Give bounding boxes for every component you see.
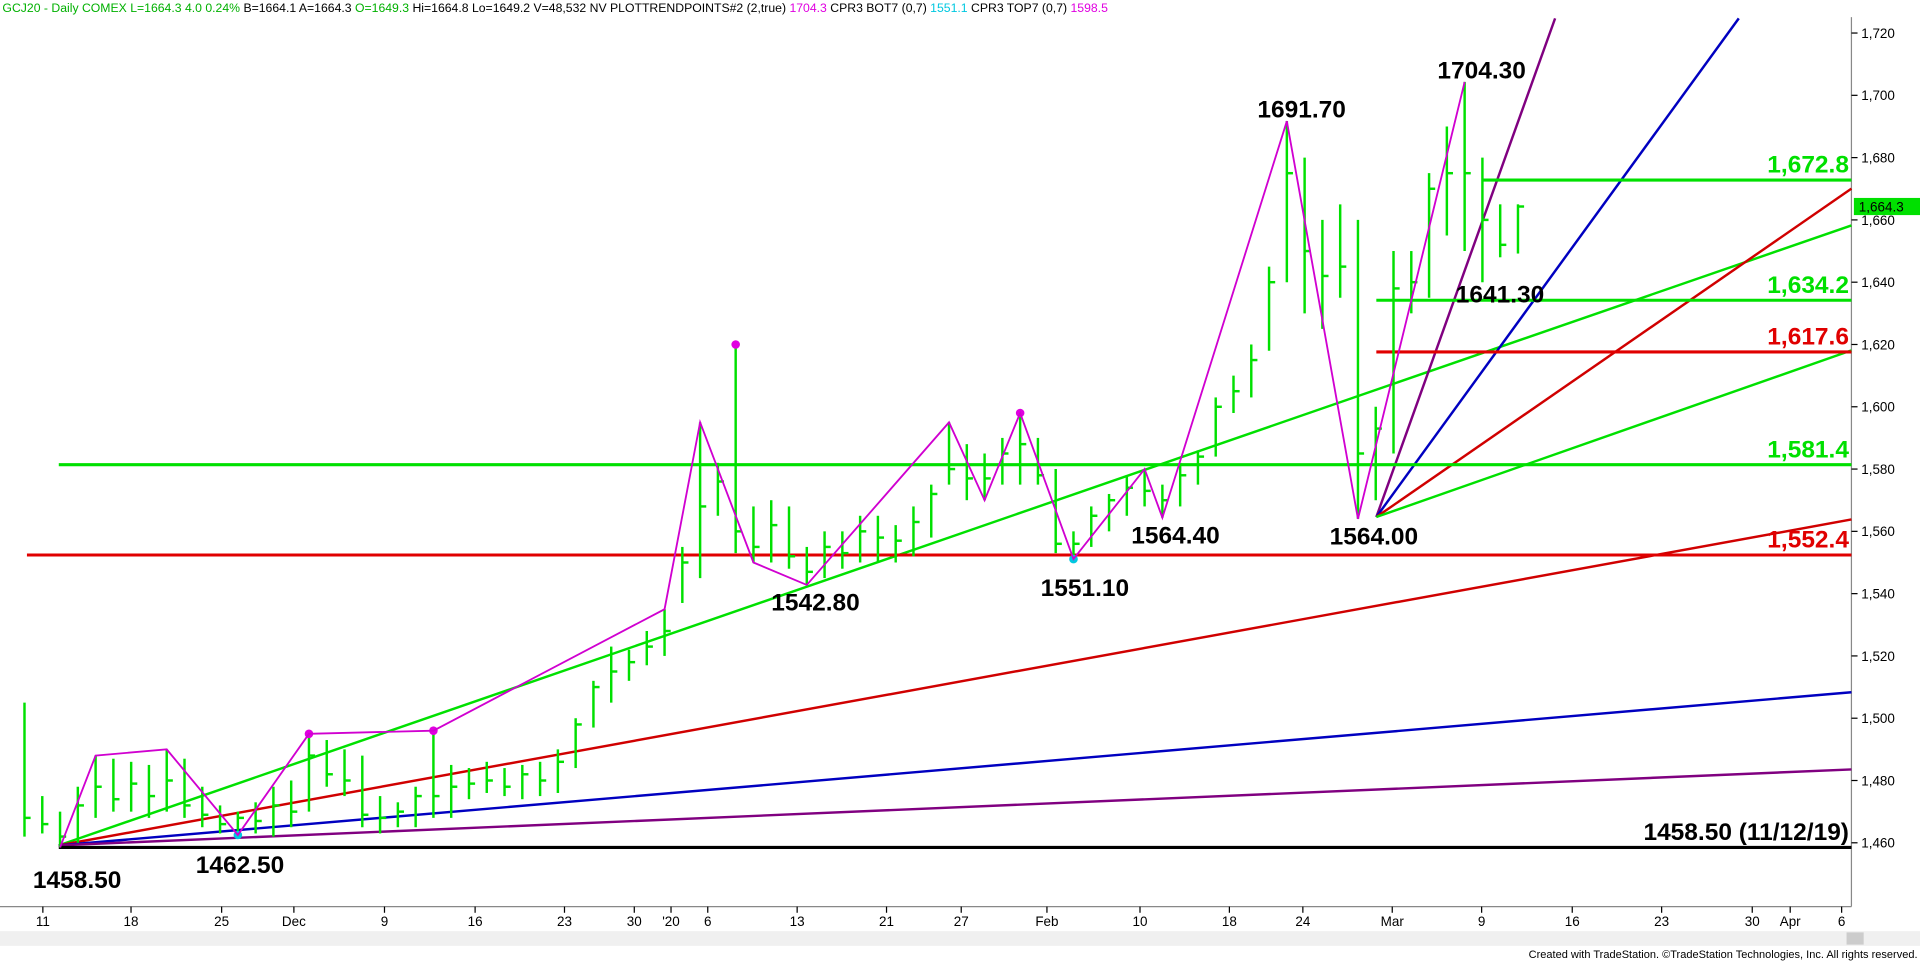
x-tick-label: Feb <box>1035 914 1058 929</box>
x-tick-label: 18 <box>124 914 139 929</box>
level-label: 1,617.6 <box>1767 324 1849 351</box>
x-tick-label: 24 <box>1295 914 1310 929</box>
x-tick-label: 10 <box>1133 914 1148 929</box>
y-tick-label: 1,600 <box>1861 400 1895 415</box>
x-tick-label: 23 <box>557 914 572 929</box>
price-annotation: 1641.30 <box>1456 282 1544 309</box>
scroll-thumb[interactable] <box>1846 932 1864 945</box>
x-tick-label: 16 <box>1565 914 1580 929</box>
x-tick-label: 16 <box>468 914 483 929</box>
x-tick-label: 13 <box>790 914 805 929</box>
y-tick-label: 1,680 <box>1861 151 1895 166</box>
y-tick-label: 1,640 <box>1861 275 1895 290</box>
y-tick-label: 1,540 <box>1861 587 1895 602</box>
y-tick-label: 1,520 <box>1861 649 1895 664</box>
y-tick-label: 1,620 <box>1861 337 1895 352</box>
y-tick-label: 1,580 <box>1861 462 1895 477</box>
y-tick-label: 1,700 <box>1861 88 1895 103</box>
y-tick-label: 1,720 <box>1861 26 1895 41</box>
trend-line <box>1375 17 1740 518</box>
y-tick-label: 1,480 <box>1861 773 1895 788</box>
trend-line <box>58 768 1852 847</box>
swing-line <box>59 81 1466 848</box>
level-label: 1,581.4 <box>1767 436 1849 463</box>
price-annotation: 1458.50 <box>33 867 121 894</box>
footer: Created with TradeStation. ©TradeStation… <box>1529 949 1918 961</box>
price-annotation: 1462.50 <box>196 852 284 879</box>
level-label: 1,634.2 <box>1767 272 1849 299</box>
x-tick-label: 6 <box>1838 914 1845 929</box>
header-field: 1551.1 <box>927 1 968 15</box>
price-annotation: 1564.40 <box>1131 522 1219 549</box>
x-tick-label: 25 <box>214 914 229 929</box>
x-tick-label: '20 <box>662 914 680 929</box>
x-tick-label: 9 <box>381 914 388 929</box>
y-tick-label: 1,660 <box>1861 213 1895 228</box>
header-field: O=1649.3 <box>352 1 410 15</box>
price-annotation: 1542.80 <box>771 590 859 617</box>
header-field: CPR3 BOT7 (0,7) <box>827 1 927 15</box>
trend-line <box>58 518 1852 847</box>
y-tick-label: 1,560 <box>1861 524 1895 539</box>
trend-line <box>58 691 1852 847</box>
price-annotation: 1564.00 <box>1330 524 1418 551</box>
x-tick-label: 21 <box>879 914 894 929</box>
trend-line <box>58 224 1852 847</box>
pivot-dot <box>731 340 740 349</box>
header-field: Hi=1664.8 Lo=1649.2 V=48,532 NV PLOTTREN… <box>409 1 786 15</box>
header-field: 1598.5 <box>1067 1 1108 15</box>
level-label: 1458.50 (11/12/19) <box>1643 819 1849 846</box>
header-field: CPR3 TOP7 (0,7) <box>968 1 1067 15</box>
header-field: B=1664.1 A=1664.3 <box>240 1 352 15</box>
x-tick-label: 30 <box>1745 914 1760 929</box>
y-tick-label: 1,500 <box>1861 711 1895 726</box>
x-tick-label: 30 <box>627 914 642 929</box>
x-tick-label: 18 <box>1222 914 1237 929</box>
x-tick-label: 9 <box>1478 914 1485 929</box>
last-price-tag <box>1853 197 1920 216</box>
last-price-label: 1,664.3 <box>1859 199 1904 214</box>
x-tick-label: Apr <box>1780 914 1801 929</box>
x-tick-label: 6 <box>704 914 711 929</box>
x-tick-label: Mar <box>1381 914 1405 929</box>
trend-line <box>1375 17 1557 518</box>
scrollbar[interactable] <box>0 931 1920 946</box>
header: GCJ20 - Daily COMEX L=1664.3 4.0 0.24% B… <box>2 1 1108 15</box>
x-tick-label: 11 <box>36 914 50 929</box>
x-tick-label: 23 <box>1654 914 1669 929</box>
level-label: 1,552.4 <box>1767 527 1849 554</box>
price-annotation: 1704.30 <box>1437 57 1525 84</box>
x-tick-label: Dec <box>282 914 306 929</box>
x-tick-label: 27 <box>954 914 969 929</box>
price-annotation: 1691.70 <box>1257 96 1345 123</box>
trend-line <box>1375 349 1852 519</box>
price-annotation: 1551.10 <box>1041 575 1129 602</box>
header-field: 1704.3 <box>786 1 827 15</box>
y-tick-label: 1,460 <box>1861 836 1895 851</box>
level-label: 1,672.8 <box>1767 152 1849 179</box>
header-field: GCJ20 - Daily COMEX L=1664.3 4.0 0.24% <box>2 1 240 15</box>
